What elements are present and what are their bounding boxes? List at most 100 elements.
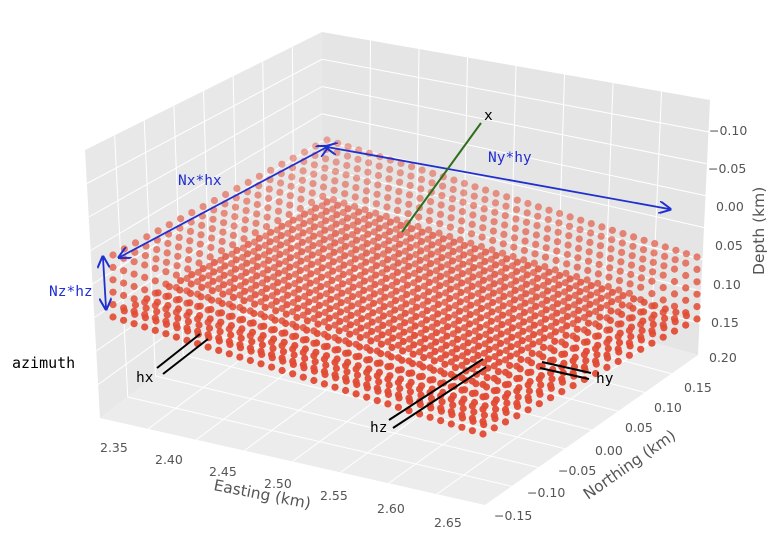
mesh-cell-point — [284, 282, 292, 290]
mesh-cell-point — [543, 296, 551, 304]
mesh-cell-point — [425, 216, 433, 224]
mesh-cell-point — [218, 237, 226, 246]
mesh-cell-point — [120, 267, 128, 275]
mesh-cell-point — [384, 390, 393, 399]
mesh-cell-point — [384, 338, 392, 346]
mesh-cell-point — [376, 359, 384, 367]
mesh-cell-point — [395, 394, 403, 402]
mesh-cell-point — [671, 256, 679, 264]
mesh-cell-point — [420, 292, 428, 300]
mesh-cell-point — [435, 291, 443, 299]
mesh-cell-point — [231, 275, 239, 283]
mesh-cell-point — [375, 306, 383, 314]
mesh-cell-point — [626, 342, 634, 350]
mesh-cell-point — [288, 173, 296, 181]
mesh-cell-point — [325, 314, 333, 322]
mesh-cell-point — [332, 312, 340, 320]
mesh-cell-point — [564, 303, 572, 311]
mesh-cell-point — [376, 297, 384, 305]
mesh-cell-point — [226, 340, 234, 348]
mesh-cell-point — [396, 322, 404, 331]
mesh-cell-point — [265, 185, 273, 193]
mesh-cell-point — [394, 341, 402, 349]
mesh-cell-point — [260, 260, 268, 268]
mesh-cell-point — [334, 346, 342, 354]
mesh-cell-point — [310, 314, 318, 323]
mesh-cell-point — [386, 372, 394, 380]
mesh-cell-point — [670, 290, 679, 298]
mesh-cell-point — [350, 274, 358, 282]
mesh-cell-point — [195, 321, 203, 329]
mesh-cell-point — [346, 330, 354, 338]
mesh-cell-point — [547, 332, 555, 340]
mesh-cell-point — [322, 361, 330, 369]
mesh-cell-point — [401, 247, 409, 255]
mesh-cell-point — [238, 325, 246, 333]
mesh-cell-point — [414, 284, 422, 293]
mesh-cell-point — [512, 277, 520, 285]
mesh-cell-point — [322, 290, 331, 298]
mesh-cell-point — [524, 199, 532, 208]
x-tick-label: 2.35 — [100, 440, 128, 455]
mesh-cell-point — [491, 261, 500, 269]
ny-dimension-arrow — [327, 147, 669, 209]
mesh-cell-point — [402, 238, 410, 246]
mesh-cell-point — [120, 245, 128, 253]
mesh-cell-point — [109, 301, 117, 309]
mesh-cell-point — [367, 275, 375, 283]
mesh-cell-point — [459, 198, 467, 206]
mesh-cell-point — [553, 300, 562, 308]
mesh-cell-point — [332, 220, 340, 228]
mesh-cell-point — [539, 353, 547, 361]
mesh-cell-point — [374, 233, 383, 242]
mesh-cell-point — [513, 258, 521, 266]
mesh-cell-point — [242, 207, 250, 215]
mesh-cell-point — [246, 356, 254, 365]
mesh-cell-point — [511, 286, 519, 294]
mesh-cell-point — [277, 232, 285, 240]
mesh-cell-point — [513, 268, 521, 276]
mesh-cell-point — [186, 299, 194, 307]
mesh-cell-point — [470, 398, 479, 407]
mesh-cell-point — [327, 286, 335, 294]
mesh-cell-point — [427, 332, 436, 341]
mesh-cell-point — [131, 301, 140, 309]
mesh-cell-point — [413, 303, 421, 311]
mesh-cell-point — [336, 317, 344, 325]
mesh-cell-point — [398, 356, 406, 364]
mesh-cell-point — [467, 239, 475, 247]
mesh-cell-point — [299, 229, 307, 237]
mesh-cell-point — [220, 219, 228, 227]
mesh-cell-point — [305, 298, 313, 306]
mesh-cell-point — [352, 184, 360, 192]
mesh-cell-point — [290, 351, 298, 359]
mesh-cell-point — [244, 178, 252, 186]
mesh-cell-point — [460, 179, 468, 188]
mesh-cell-point — [196, 302, 204, 310]
mesh-cell-point — [372, 200, 380, 208]
mesh-cell-point — [299, 311, 307, 319]
mesh-cell-point — [353, 227, 361, 235]
mesh-cell-point — [244, 240, 252, 248]
mesh-cell-point — [426, 413, 434, 421]
mesh-cell-point — [464, 339, 472, 347]
mesh-cell-point — [444, 323, 452, 331]
mesh-cell-point — [153, 298, 161, 306]
mesh-cell-point — [349, 221, 357, 229]
mesh-cell-point — [355, 290, 363, 298]
mesh-cell-point — [165, 283, 173, 291]
mesh-cell-point — [458, 217, 466, 225]
mesh-cell-point — [379, 259, 387, 267]
mesh-cell-point — [494, 315, 502, 323]
mesh-cell-point — [352, 328, 360, 336]
mesh-cell-point — [395, 188, 403, 196]
mesh-cell-point — [482, 383, 491, 391]
mesh-cell-point — [450, 320, 458, 328]
mesh-cell-point — [572, 282, 580, 290]
mesh-cell-point — [369, 309, 377, 317]
mesh-cell-point — [504, 318, 512, 326]
mesh-cell-point — [130, 270, 138, 278]
mesh-cell-point — [444, 261, 452, 269]
mesh-cell-point — [500, 292, 508, 300]
mesh-cell-point — [230, 284, 238, 292]
